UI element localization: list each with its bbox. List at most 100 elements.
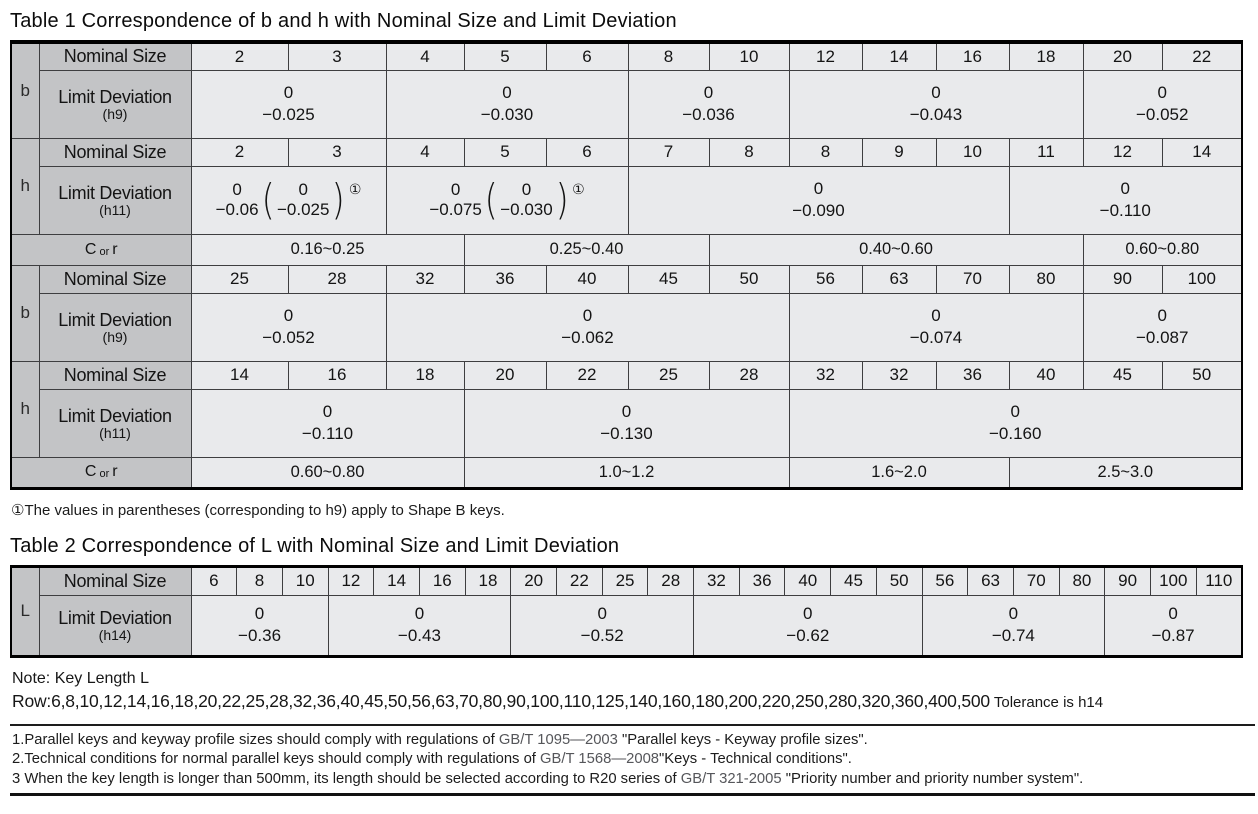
size-cell: 5 (463, 137, 547, 167)
size-cell: 14 (861, 41, 937, 71)
gb-standard-ref: GB/T 321-2005 (680, 770, 786, 787)
size-cell: 28 (287, 264, 387, 294)
size-cell: 63 (861, 264, 937, 294)
size-cell: 16 (418, 565, 466, 596)
table-row: L Nominal Size 6 8 10 12 14 16 18 20 22 … (10, 565, 1243, 657)
deviation-cell: 0 −0.52 (510, 594, 695, 657)
nominal-size-label: Nominal Size (38, 360, 192, 390)
deviation-cell: 0 −0.36 (190, 594, 329, 657)
size-cell: 5 (463, 41, 547, 71)
size-cell: 2 (190, 137, 289, 167)
deviation-cell: 0 −0.052 (1082, 69, 1243, 139)
note-row-line: Row:6,8,10,12,14,16,18,20,22,25,28,32,36… (12, 689, 1245, 715)
size-cell: 50 (1161, 360, 1243, 390)
limit-deviation-label: Limit Deviation (h14) (38, 594, 192, 657)
size-cell: 14 (373, 565, 420, 596)
size-cell: 110 (1195, 565, 1243, 596)
size-cell: 10 (708, 41, 790, 71)
deviation-cell: 0 −0.87 (1104, 594, 1243, 657)
corr-cell: 0.16~0.25 (190, 233, 465, 266)
size-cell: 8 (788, 137, 863, 167)
size-cell: 22 (545, 360, 629, 390)
size-cell: 63 (967, 565, 1014, 596)
size-cell: 3 (287, 41, 387, 71)
footnote-marker: ① (572, 181, 585, 197)
deviation-cell: 0 −0.030 (385, 69, 629, 139)
limit-deviation-label: Limit Deviation (h11) (38, 388, 192, 458)
table-row: h Nominal Size 14 16 18 20 22 25 28 32 3… (10, 360, 1243, 458)
deviation-cell: 0 −0.087 (1082, 292, 1243, 362)
size-cell: 80 (1008, 264, 1084, 294)
deviation-cell: 0 −0.052 (190, 292, 387, 362)
footnote-circled-1: ①The values in parentheses (correspondin… (11, 501, 505, 519)
deviation-cell: 0 −0.043 (788, 69, 1084, 139)
corr-cell: 2.5~3.0 (1008, 456, 1243, 489)
close-paren: ) (555, 175, 569, 224)
size-cell: 45 (830, 565, 877, 596)
bottom-border-line (10, 793, 1255, 796)
table-row: Limit Deviation (h9) 0 −0.052 0 −0.062 0 −0… (11, 292, 1243, 362)
size-cell: 10 (935, 137, 1010, 167)
size-cell: 7 (627, 137, 710, 167)
size-cell: 14 (1161, 137, 1243, 167)
limit-deviation-label: Limit Deviation (h9) (38, 69, 192, 139)
size-cell: 36 (738, 565, 786, 596)
corr-cell: 1.0~1.2 (463, 456, 790, 489)
size-cell: 32 (385, 264, 465, 294)
size-cell: 90 (1082, 264, 1163, 294)
size-cell: 100 (1149, 565, 1197, 596)
size-cell: 25 (627, 360, 710, 390)
table-row: Limit Deviation (h11) 0 −0.110 0 −0.130 0−… (11, 388, 1243, 458)
deviation-cell-paren: 0 −0.075 ( 0 −0.030 ) ① (385, 165, 629, 235)
nominal-size-label: Nominal Size (38, 565, 192, 596)
marker-b: b (10, 264, 40, 362)
corr-cell: 0.25~0.40 (463, 233, 710, 266)
divider-line (10, 723, 1255, 726)
deviation-cell: 0 −0.160 (788, 388, 1243, 458)
size-cell: 6 (545, 137, 629, 167)
deviation-cell-paren: 0 −0.06 ( 0 −0.025 ) ① (190, 165, 387, 235)
size-cell: 22 (1161, 41, 1243, 71)
size-cell: 36 (935, 360, 1010, 390)
size-cell: 32 (693, 565, 740, 596)
note-title: Note: Key Length L (12, 669, 149, 687)
size-cell: 28 (647, 565, 695, 596)
marker-b: b (10, 41, 40, 139)
table1: b Nominal Size 2 3 4 5 6 8 10 12 14 16 1… (10, 40, 1243, 490)
gb-standard-ref: GB/T 1095—2003 (498, 731, 623, 748)
size-cell: 36 (463, 264, 547, 294)
gb-note-3: 3 When the key length is longer than 500… (12, 770, 1084, 787)
table2: L Nominal Size 6 8 10 12 14 16 18 20 22 … (10, 564, 1243, 658)
size-cell: 11 (1008, 137, 1084, 167)
deviation-cell: 0 −0.062 (385, 292, 790, 362)
marker-L: L (10, 565, 40, 657)
open-paren: ( (261, 175, 275, 224)
limit-deviation-label: Limit Deviation (h9) (38, 292, 192, 362)
size-cell: 20 (463, 360, 547, 390)
note-row-suffix: Tolerance is h14 (989, 693, 1104, 711)
size-cell: 40 (545, 264, 629, 294)
size-cell: 9 (861, 137, 937, 167)
table-row: Limit Deviation (h14) 0 −0.36 0 −0.43 0 −0.… (11, 594, 1243, 657)
corr-cell: 0.40~0.60 (708, 233, 1084, 266)
table-row: h Nominal Size 2 3 4 5 6 7 8 8 9 10 11 1… (10, 137, 1243, 235)
size-cell: 20 (1082, 41, 1163, 71)
size-cell: 8 (708, 137, 790, 167)
marker-h: h (10, 360, 40, 458)
gb-note-1: 1.Parallel keys and keyway profile sizes… (12, 731, 868, 748)
footnote-marker: ① (348, 181, 362, 197)
size-cell: 70 (1012, 565, 1060, 596)
size-cell: 20 (510, 565, 557, 596)
table-row: b Nominal Size 2 3 4 5 6 8 10 12 14 16 1… (10, 41, 1243, 139)
note-row-label: Row: (12, 690, 52, 711)
size-cell: 14 (190, 360, 289, 390)
deviation-cell: 0 −0.43 (327, 594, 512, 657)
size-cell: 4 (385, 41, 465, 71)
key-length-note: Note: Key Length L Row:6,8,10,12,14,16,1… (12, 668, 1245, 715)
size-cell: 6 (545, 41, 629, 71)
table-row: b Nominal Size 25 28 32 36 40 45 50 56 6… (10, 264, 1243, 362)
size-cell: 70 (935, 264, 1010, 294)
size-cell: 2 (190, 41, 289, 71)
size-cell: 45 (1082, 360, 1163, 390)
